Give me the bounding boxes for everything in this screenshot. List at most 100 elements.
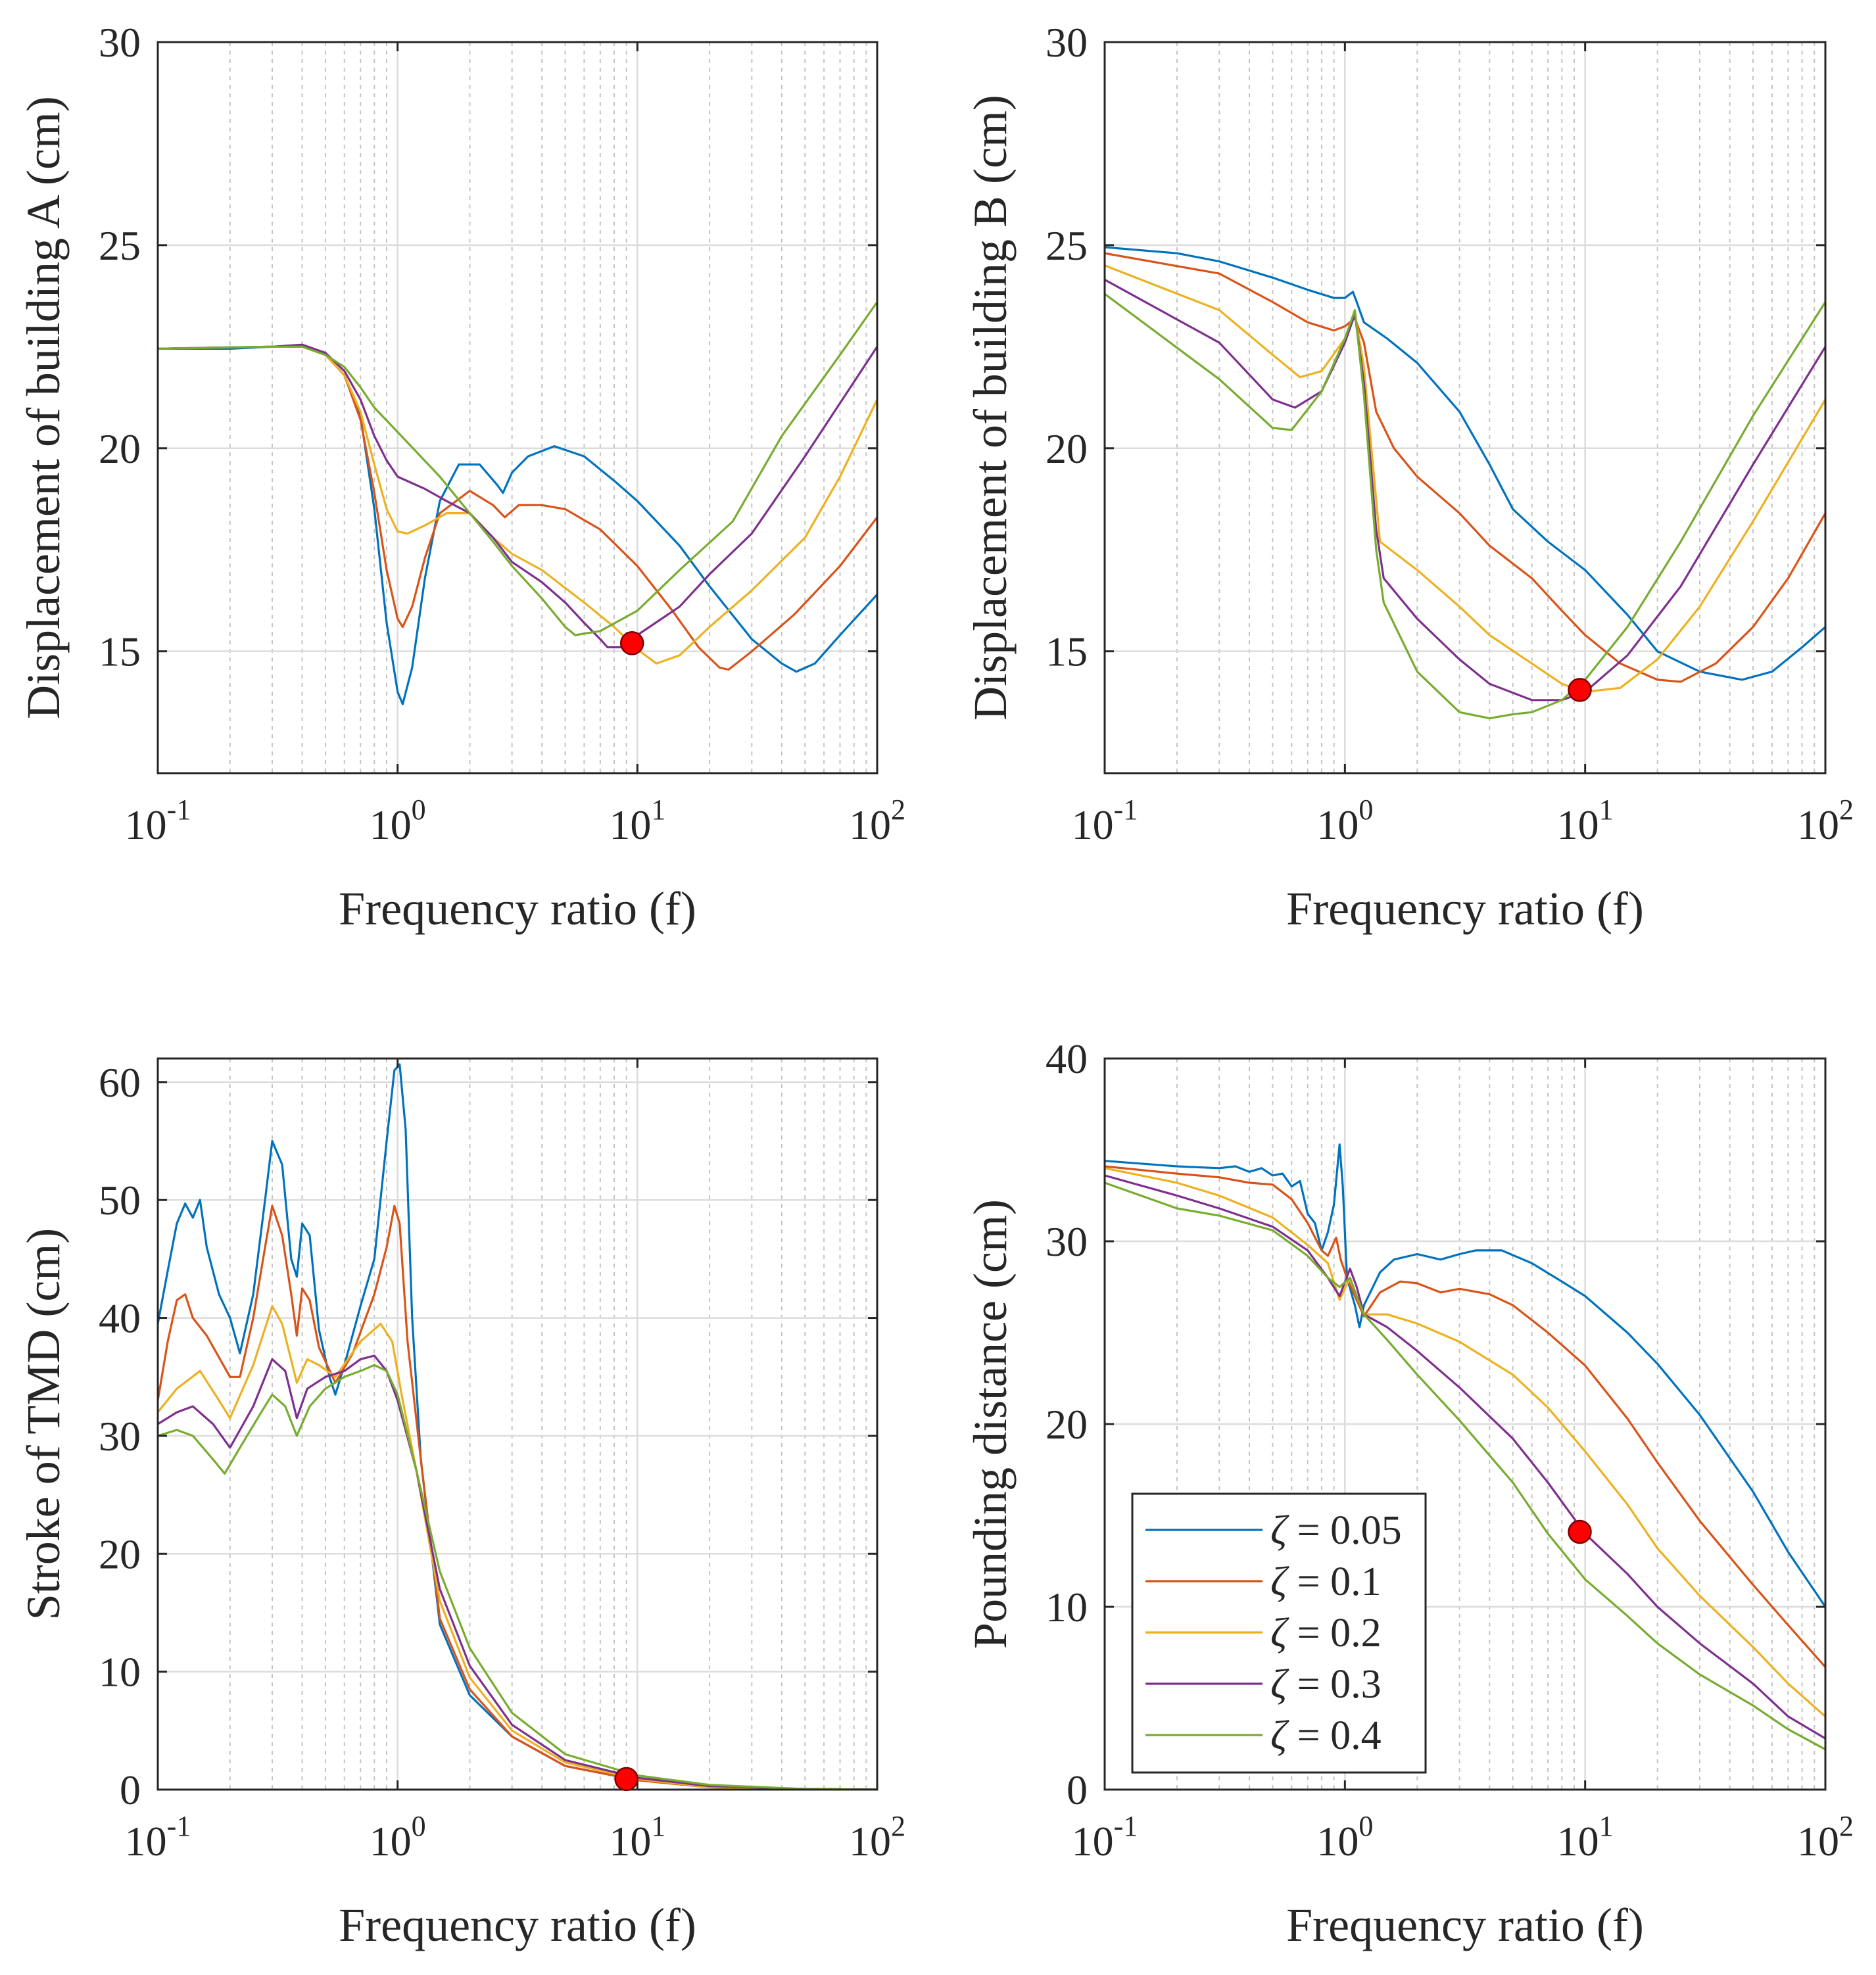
x-axis-label: Frequency ratio (f) <box>339 882 696 935</box>
x-tick-label-exponent: 1 <box>1599 794 1614 826</box>
series-line-0 <box>158 1063 877 1790</box>
x-tick-label: 102 <box>849 1810 905 1865</box>
x-tick-label-base: 10 <box>849 801 891 848</box>
y-tick-label: 20 <box>1046 1401 1088 1448</box>
legend-entry-label: ζ = 0.4 <box>1270 1713 1382 1758</box>
series-line-4 <box>1105 1181 1825 1751</box>
x-tick-label-base: 10 <box>609 1818 651 1865</box>
y-tick-label: 30 <box>99 19 141 66</box>
series-line-3 <box>1105 1174 1825 1740</box>
optimum-marker <box>619 631 644 655</box>
legend-symbol: ζ <box>1270 1559 1289 1604</box>
x-tick-label-exponent: 1 <box>651 1810 665 1842</box>
series-group <box>1105 246 1825 720</box>
x-tick-label-base: 10 <box>1797 801 1839 848</box>
legend-symbol: ζ <box>1270 1662 1289 1707</box>
legend-value: = 0.4 <box>1287 1713 1381 1758</box>
y-tick-label: 25 <box>1046 222 1088 269</box>
series-line-0 <box>1105 1143 1825 1608</box>
x-tick-label: 100 <box>1316 794 1373 848</box>
legend-value: = 0.2 <box>1287 1611 1381 1655</box>
x-tick-label: 10-1 <box>125 794 191 848</box>
axes-box <box>156 1057 878 1791</box>
x-tick-label: 102 <box>1797 794 1854 848</box>
axes-box <box>1103 41 1827 774</box>
y-tick-label: 30 <box>1046 1218 1088 1265</box>
x-axis-label: Frequency ratio (f) <box>1286 1899 1644 1951</box>
x-tick-label-exponent: 0 <box>412 794 426 826</box>
x-tick-label: 100 <box>370 794 426 848</box>
series-line-1 <box>158 1204 877 1790</box>
x-tick-label: 100 <box>370 1810 426 1865</box>
y-axis-label: Pounding distance (cm) <box>964 1199 1017 1649</box>
series-line-0 <box>1105 246 1825 681</box>
series-group <box>158 1063 877 1790</box>
legend-value: = 0.05 <box>1287 1508 1401 1553</box>
x-tick-label-base: 10 <box>125 1818 167 1865</box>
legend-symbol: ζ <box>1270 1713 1289 1758</box>
y-tick-label: 50 <box>99 1177 141 1224</box>
series-line-4 <box>158 300 877 636</box>
grid <box>156 41 878 773</box>
x-tick-label-base: 10 <box>370 1818 412 1865</box>
legend-symbol: ζ <box>1270 1611 1289 1655</box>
tick-marks <box>156 41 878 773</box>
x-axis-label: Frequency ratio (f) <box>1286 882 1644 935</box>
y-tick-label: 30 <box>99 1413 141 1460</box>
tick-marks <box>156 1059 878 1791</box>
y-tick-label: 25 <box>99 222 141 269</box>
legend: ζ = 0.05ζ = 0.1ζ = 0.2ζ = 0.3ζ = 0.4 <box>1131 1492 1427 1774</box>
x-tick-label-base: 10 <box>1072 801 1114 848</box>
legend-entry-label: ζ = 0.3 <box>1270 1662 1382 1707</box>
x-tick-label-exponent: 0 <box>1359 1810 1373 1842</box>
grid <box>156 1059 878 1791</box>
x-tick-label-exponent: 2 <box>891 794 905 826</box>
x-tick-label-exponent: -1 <box>167 794 191 826</box>
series-line-2 <box>158 1304 877 1790</box>
y-tick-label: 15 <box>99 629 141 675</box>
x-tick-label-base: 10 <box>849 1818 891 1865</box>
x-tick-label-exponent: 1 <box>1599 1810 1614 1842</box>
y-tick-label: 10 <box>99 1649 141 1696</box>
optimum-marker <box>1568 1519 1592 1544</box>
x-tick-label-base: 10 <box>1316 1818 1359 1865</box>
series-line-4 <box>158 1364 877 1790</box>
y-axis-label: Stroke of TMD (cm) <box>17 1228 70 1621</box>
legend-entry-label: ζ = 0.05 <box>1270 1508 1402 1553</box>
x-tick-label: 10-1 <box>125 1810 191 1865</box>
x-tick-label-base: 10 <box>1557 801 1599 848</box>
tick-marks <box>1103 1057 1827 1791</box>
x-tick-label-exponent: 2 <box>891 1810 905 1842</box>
series-line-1 <box>158 345 877 671</box>
x-tick-label-base: 10 <box>370 801 412 848</box>
x-tick-label-exponent: 0 <box>412 1810 426 1842</box>
x-tick-label-base: 10 <box>609 801 651 848</box>
y-tick-label: 20 <box>99 1531 141 1577</box>
y-tick-label: 40 <box>1046 1035 1088 1082</box>
x-tick-label-base: 10 <box>1557 1818 1599 1865</box>
optimum-marker <box>614 1767 638 1792</box>
series-line-2 <box>1105 1167 1825 1718</box>
x-tick-label-base: 10 <box>1072 1818 1114 1865</box>
series-line-1 <box>1105 252 1825 683</box>
series-line-2 <box>1105 264 1825 694</box>
axes-box <box>156 41 878 774</box>
y-tick-label: 15 <box>1046 629 1088 675</box>
y-tick-label: 30 <box>1046 19 1088 66</box>
series-group <box>1105 1143 1825 1751</box>
x-tick-label: 101 <box>1557 1810 1614 1865</box>
legend-symbol: ζ <box>1270 1508 1289 1553</box>
x-tick-label: 101 <box>609 1810 665 1865</box>
series-line-3 <box>158 343 877 649</box>
x-tick-label-exponent: 2 <box>1839 794 1854 826</box>
legend-entry-label: ζ = 0.1 <box>1270 1559 1382 1604</box>
legend-value: = 0.3 <box>1287 1662 1381 1707</box>
x-tick-label-exponent: -1 <box>1114 794 1138 826</box>
x-tick-label: 101 <box>609 794 665 848</box>
legend-entry-label: ζ = 0.2 <box>1270 1611 1382 1655</box>
x-tick-label: 10-1 <box>1072 794 1138 848</box>
